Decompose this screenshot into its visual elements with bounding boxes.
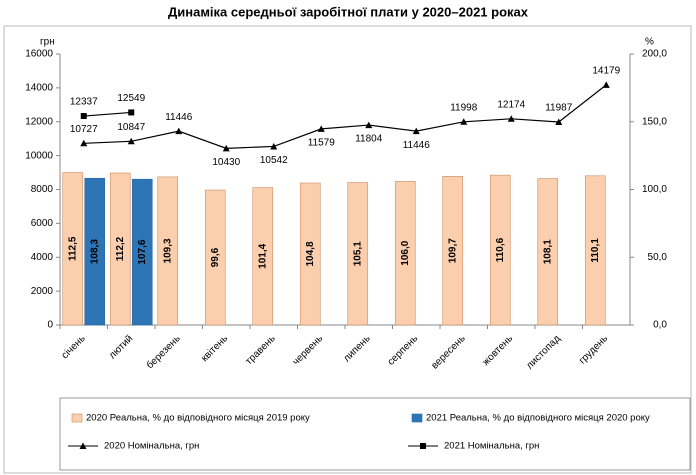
legend-label: 2020 Реальна, % до відповідного місяця 2… xyxy=(86,413,310,424)
line-value-label: 10430 xyxy=(212,157,240,168)
line xyxy=(83,111,132,117)
line-value-label: 10847 xyxy=(117,122,145,133)
x-tick-label: січень xyxy=(60,333,88,361)
line-value-label: 11446 xyxy=(165,112,193,123)
legend-label: 2020 Номінальна, грн xyxy=(104,441,199,452)
bar xyxy=(62,172,84,326)
line-marker xyxy=(555,118,563,125)
x-tick-label: серпень xyxy=(386,333,421,368)
legend-label: 2021 Реальна, % до відповідного місяця 2… xyxy=(426,413,650,424)
y2-tick-label: 0,0 xyxy=(653,320,667,331)
line-marker xyxy=(412,127,420,135)
y2-tick-label: 50,0 xyxy=(648,252,668,263)
y2-tick-label: 100,0 xyxy=(642,184,667,195)
line-value-label: 14179 xyxy=(592,65,620,76)
y2-axis-label: % xyxy=(645,37,654,48)
legend-marker xyxy=(79,442,87,449)
bar-value-label: 110,1 xyxy=(590,238,601,263)
y-tick-label: 6000 xyxy=(31,218,54,229)
line-value-label: 11579 xyxy=(308,138,336,149)
x-tick-label: лютий xyxy=(107,333,135,361)
line-marker xyxy=(128,109,135,116)
line-marker xyxy=(80,139,88,147)
line-marker xyxy=(175,127,183,135)
line xyxy=(83,84,607,149)
bar-value-label: 101,4 xyxy=(257,243,268,268)
line-value-label: 11998 xyxy=(450,102,478,113)
x-tick-label: жовтень xyxy=(481,333,516,368)
chart-frame xyxy=(3,25,692,474)
legend-label: 2021 Номінальна, грн xyxy=(444,441,539,452)
y-tick-label: 8000 xyxy=(31,184,54,195)
x-tick-label: липень xyxy=(342,333,373,364)
bar-value-label: 112,5 xyxy=(67,236,78,261)
y-tick-label: 2000 xyxy=(31,286,54,297)
line-marker xyxy=(80,113,87,120)
line-marker xyxy=(127,137,135,145)
y-tick-label: 12000 xyxy=(25,116,53,127)
legend-marker xyxy=(420,443,426,449)
bar-value-label: 104,8 xyxy=(305,241,316,266)
bar xyxy=(252,187,274,326)
bar xyxy=(537,178,559,326)
bar xyxy=(84,177,106,326)
bar xyxy=(489,174,511,326)
line-marker xyxy=(460,118,468,125)
bar-value-label: 110,6 xyxy=(495,237,506,262)
x-tick-label: березень xyxy=(144,333,183,372)
y-tick-label: 4000 xyxy=(31,252,54,263)
bar xyxy=(299,182,321,326)
bar-value-label: 106,0 xyxy=(400,240,411,265)
bar-value-label: 109,7 xyxy=(447,238,458,263)
y2-tick-label: 200,0 xyxy=(642,49,667,60)
line-marker xyxy=(222,144,230,152)
bar xyxy=(204,189,226,326)
legend-swatch xyxy=(71,413,83,423)
bar-value-label: 112,2 xyxy=(115,236,126,261)
line-value-label: 11446 xyxy=(403,140,431,151)
bar xyxy=(347,182,369,326)
bar xyxy=(157,176,179,326)
x-tick-label: червень xyxy=(291,333,326,368)
bar xyxy=(109,172,131,326)
line-value-label: 10727 xyxy=(70,124,98,135)
bar-value-label: 109,3 xyxy=(162,238,173,263)
bar xyxy=(442,176,464,326)
line-value-label: 11804 xyxy=(355,134,383,145)
chart-title: Динаміка середньої заробітної плати у 20… xyxy=(168,4,529,19)
bar xyxy=(394,181,416,326)
bar xyxy=(584,175,606,326)
x-tick-label: листопад xyxy=(524,333,562,371)
line-value-label: 12549 xyxy=(117,93,145,104)
bar-value-label: 99,6 xyxy=(210,247,221,267)
bar-value-label: 107,6 xyxy=(137,239,148,264)
y-tick-label: 16000 xyxy=(25,49,53,60)
y-tick-label: 10000 xyxy=(25,150,53,161)
x-tick-label: квітень xyxy=(199,333,230,364)
bar-value-label: 108,3 xyxy=(89,239,100,264)
line-value-label: 11987 xyxy=(545,103,573,114)
line-marker xyxy=(365,121,373,129)
x-tick-label: вересень xyxy=(429,333,467,371)
line-marker xyxy=(270,142,278,150)
y-tick-label: 0 xyxy=(47,320,53,331)
bar-value-label: 105,1 xyxy=(352,241,363,266)
line-value-label: 12337 xyxy=(70,97,98,108)
line-marker xyxy=(507,115,515,122)
legend-frame xyxy=(59,397,691,471)
line-value-label: 12174 xyxy=(497,99,525,110)
line-marker xyxy=(602,81,610,88)
y-axis-label: грн xyxy=(40,37,55,48)
x-tick-label: травень xyxy=(244,333,278,367)
y2-tick-label: 150,0 xyxy=(642,116,667,127)
bar-value-label: 108,1 xyxy=(542,239,553,264)
legend-swatch xyxy=(411,413,423,423)
y-tick-label: 14000 xyxy=(25,83,53,94)
x-tick-label: грудень xyxy=(577,333,610,366)
line-value-label: 10542 xyxy=(260,155,288,166)
line-marker xyxy=(317,125,325,132)
bar xyxy=(131,178,153,326)
